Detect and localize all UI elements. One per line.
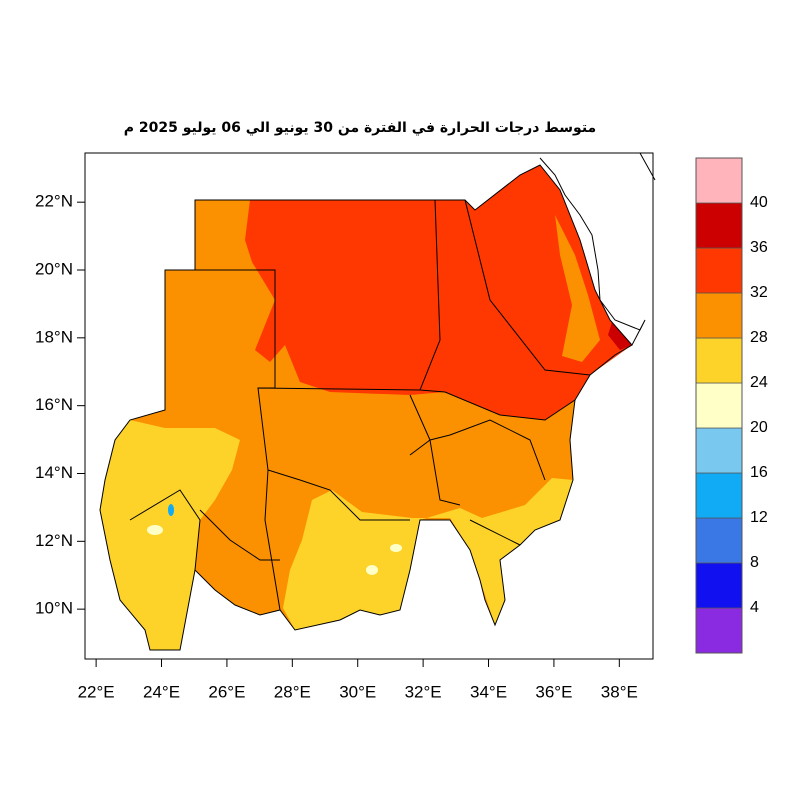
colorbar-label: 24 xyxy=(750,374,768,391)
colorbar-bin xyxy=(695,337,743,384)
colorbar-label: 28 xyxy=(750,329,768,346)
region-darkred xyxy=(608,322,632,350)
region-orange-east xyxy=(555,215,600,362)
region-lightyellow xyxy=(390,544,402,552)
x-tick-label: 34°E xyxy=(470,682,507,701)
y-tick-label: 18°N xyxy=(35,327,73,346)
x-tick-label: 32°E xyxy=(405,682,442,701)
colorbar: 4 8 12 16 20 24 28 32 36 40 xyxy=(695,157,768,654)
axes: 22°E 24°E 26°E 28°E 30°E 32°E 34°E 36°E 38°E 10°N… xyxy=(35,192,638,702)
colorbar-bin xyxy=(695,157,743,204)
x-tick-label: 24°E xyxy=(143,682,180,701)
x-tick-label: 26°E xyxy=(208,682,245,701)
region-gold-west xyxy=(100,420,240,650)
y-tick-label: 16°N xyxy=(35,395,73,414)
colorbar-bin xyxy=(695,382,743,429)
y-tick-label: 22°N xyxy=(35,192,73,211)
colorbar-label: 32 xyxy=(750,284,768,301)
colorbar-frame xyxy=(695,157,743,654)
colorbar-label: 16 xyxy=(750,464,768,481)
colorbar-label: 4 xyxy=(750,599,759,616)
colorbar-bin xyxy=(695,607,743,654)
y-tick-label: 14°N xyxy=(35,463,73,482)
state-border xyxy=(129,199,591,611)
colorbar-bin xyxy=(695,247,743,294)
y-tick-label: 20°N xyxy=(35,259,73,278)
x-tick-label: 30°E xyxy=(339,682,376,701)
country-border xyxy=(99,164,633,651)
colorbar-label: 8 xyxy=(750,554,759,571)
map-title: متوسط درجات الحرارة في الفترة من 30 يوني… xyxy=(124,120,596,136)
colorbar-label: 36 xyxy=(750,239,768,256)
colorbar-label: 12 xyxy=(750,509,768,526)
colorbar-bin xyxy=(695,517,743,564)
colorbar-bin xyxy=(695,472,743,519)
x-tick-label: 36°E xyxy=(535,682,572,701)
colorbar-bin xyxy=(695,202,743,249)
region-lightyellow xyxy=(366,565,378,575)
region-lightyellow xyxy=(147,525,163,535)
x-tick-label: 28°E xyxy=(274,682,311,701)
y-tick-label: 10°N xyxy=(35,599,73,618)
colorbar-label: 20 xyxy=(750,419,768,436)
colorbar-bin xyxy=(695,427,743,474)
sudan-map xyxy=(99,152,656,651)
colorbar-bin xyxy=(695,292,743,339)
x-tick-label: 22°E xyxy=(78,682,115,701)
region-lightblue xyxy=(168,504,174,516)
y-tick-label: 12°N xyxy=(35,531,73,550)
colorbar-bin xyxy=(695,562,743,609)
x-tick-label: 38°E xyxy=(601,682,638,701)
colorbar-label: 40 xyxy=(750,194,768,211)
